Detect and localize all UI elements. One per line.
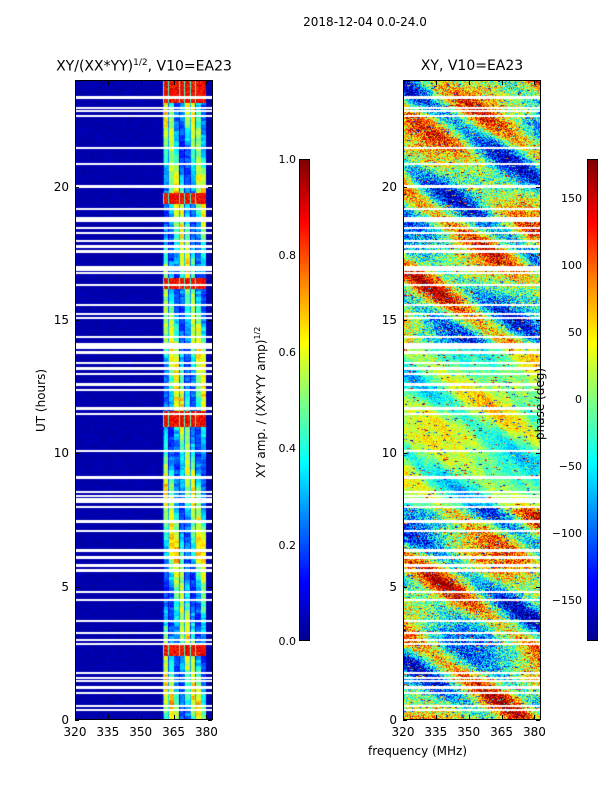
- amplitude-colorbar-tick-label: 0.4: [278, 442, 297, 456]
- phase-colorbar-tick-label: 0: [575, 393, 582, 406]
- right-xtick-label: 320: [391, 725, 415, 739]
- phase-colorbar: [587, 159, 598, 641]
- phase-heatmap: [403, 80, 541, 720]
- figure-suptitle: 2018-12-04 0.0-24.0: [303, 15, 427, 29]
- left-xtick-mark: [107, 81, 109, 85]
- amplitude-colorbar-label: XY amp. / (XX*YY amp)1/2: [253, 327, 268, 478]
- right-xtick-mark: [534, 81, 536, 85]
- amplitude-colorbar-tick-label: 0.2: [278, 538, 297, 552]
- left-ytick-mark: [75, 453, 79, 455]
- right-ytick-mark: [536, 586, 540, 588]
- right-ytick-mark: [536, 453, 540, 455]
- left-ylabel: UT (hours): [34, 368, 48, 432]
- amplitude-colorbar-tick-label: 0.8: [278, 249, 297, 263]
- left-ytick-label: 20: [53, 179, 69, 194]
- left-ytick-label: 10: [53, 446, 69, 461]
- right-xtick-mark: [501, 81, 503, 85]
- left-title-text: XY/(XX*YY): [56, 58, 134, 75]
- left-xtick-mark: [206, 715, 208, 719]
- left-xtick-label: 365: [162, 725, 186, 739]
- amplitude-colorbar-label-text: XY amp. / (XX*YY amp): [254, 339, 268, 478]
- right-xtick-mark: [534, 715, 536, 719]
- right-ytick-mark: [403, 586, 407, 588]
- left-xtick-label: 350: [129, 725, 153, 739]
- right-ytick-label: 5: [389, 579, 397, 594]
- amplitude-colorbar: [299, 159, 310, 641]
- left-ytick-mark: [75, 720, 79, 721]
- right-panel-title: XY, V10=EA23: [420, 58, 524, 74]
- left-xtick-mark: [173, 715, 175, 719]
- right-ytick-label: 20: [381, 179, 397, 194]
- right-ytick-mark: [536, 186, 540, 188]
- right-xtick-label: 365: [490, 725, 514, 739]
- left-ytick-mark: [75, 186, 79, 188]
- left-xtick-label: 320: [63, 725, 87, 739]
- right-ytick-mark: [536, 320, 540, 321]
- right-xtick-mark: [435, 715, 437, 719]
- phase-heatmap-canvas: [404, 81, 540, 719]
- left-ytick-mark: [75, 320, 79, 321]
- right-xtick-label: 350: [457, 725, 481, 739]
- left-ytick-mark: [208, 320, 212, 321]
- shared-xlabel: frequency (MHz): [368, 744, 468, 758]
- amplitude-colorbar-label-exponent: 1/2: [253, 326, 262, 340]
- left-title-suffix: , V10=EA23: [147, 58, 232, 75]
- right-xtick-mark: [435, 81, 437, 85]
- phase-colorbar-tick-label: −100: [551, 526, 582, 540]
- right-ytick-mark: [403, 320, 407, 321]
- phase-colorbar-tick-label: 100: [561, 259, 582, 273]
- right-xtick-mark: [468, 715, 470, 719]
- amplitude-heatmap-canvas: [76, 81, 212, 719]
- phase-colorbar-label: phase (deg): [533, 367, 547, 440]
- left-ytick-mark: [208, 186, 212, 188]
- left-xtick-label: 335: [96, 725, 120, 739]
- right-xtick-label: 335: [424, 725, 448, 739]
- left-title-exponent: 1/2: [133, 58, 148, 68]
- left-ytick-label: 15: [53, 313, 69, 327]
- left-xtick-mark: [140, 715, 142, 719]
- amplitude-heatmap: [75, 80, 213, 720]
- left-ytick-mark: [75, 586, 79, 588]
- left-ytick-mark: [208, 720, 212, 721]
- right-ytick-mark: [403, 720, 407, 721]
- right-ytick-label: 15: [381, 313, 397, 327]
- amplitude-colorbar-tick-label: 0.6: [278, 345, 297, 359]
- left-xtick-mark: [107, 715, 109, 719]
- phase-colorbar-tick-label: 50: [568, 326, 582, 340]
- amplitude-colorbar-tick-label: 1.0: [278, 153, 297, 166]
- left-xtick-mark: [75, 81, 76, 85]
- right-ytick-label: 0: [389, 713, 397, 727]
- left-xtick-mark: [206, 81, 208, 85]
- left-xtick-label: 380: [194, 725, 218, 739]
- right-ytick-mark: [536, 720, 540, 721]
- left-ytick-mark: [208, 453, 212, 455]
- left-xtick-mark: [140, 81, 142, 85]
- phase-colorbar-tick-label: 150: [561, 192, 582, 206]
- left-ytick-label: 5: [61, 579, 69, 594]
- left-ytick-mark: [208, 586, 212, 588]
- phase-colorbar-tick-label: −50: [558, 459, 582, 473]
- left-xtick-mark: [173, 81, 175, 85]
- left-panel-title: XY/(XX*YY)1/2, V10=EA23: [44, 58, 244, 75]
- phase-colorbar-tick-label: −150: [551, 593, 582, 607]
- right-xtick-mark: [403, 81, 404, 85]
- right-xtick-mark: [468, 81, 470, 85]
- right-ytick-label: 10: [381, 446, 397, 461]
- left-xtick-mark: [75, 715, 76, 719]
- right-ytick-mark: [403, 453, 407, 455]
- right-xtick-mark: [403, 715, 404, 719]
- amplitude-colorbar-tick-label: 0.0: [278, 635, 297, 648]
- right-xtick-mark: [501, 715, 503, 719]
- right-ytick-mark: [403, 186, 407, 188]
- right-xtick-label: 380: [522, 725, 546, 739]
- left-ytick-label: 0: [61, 713, 69, 727]
